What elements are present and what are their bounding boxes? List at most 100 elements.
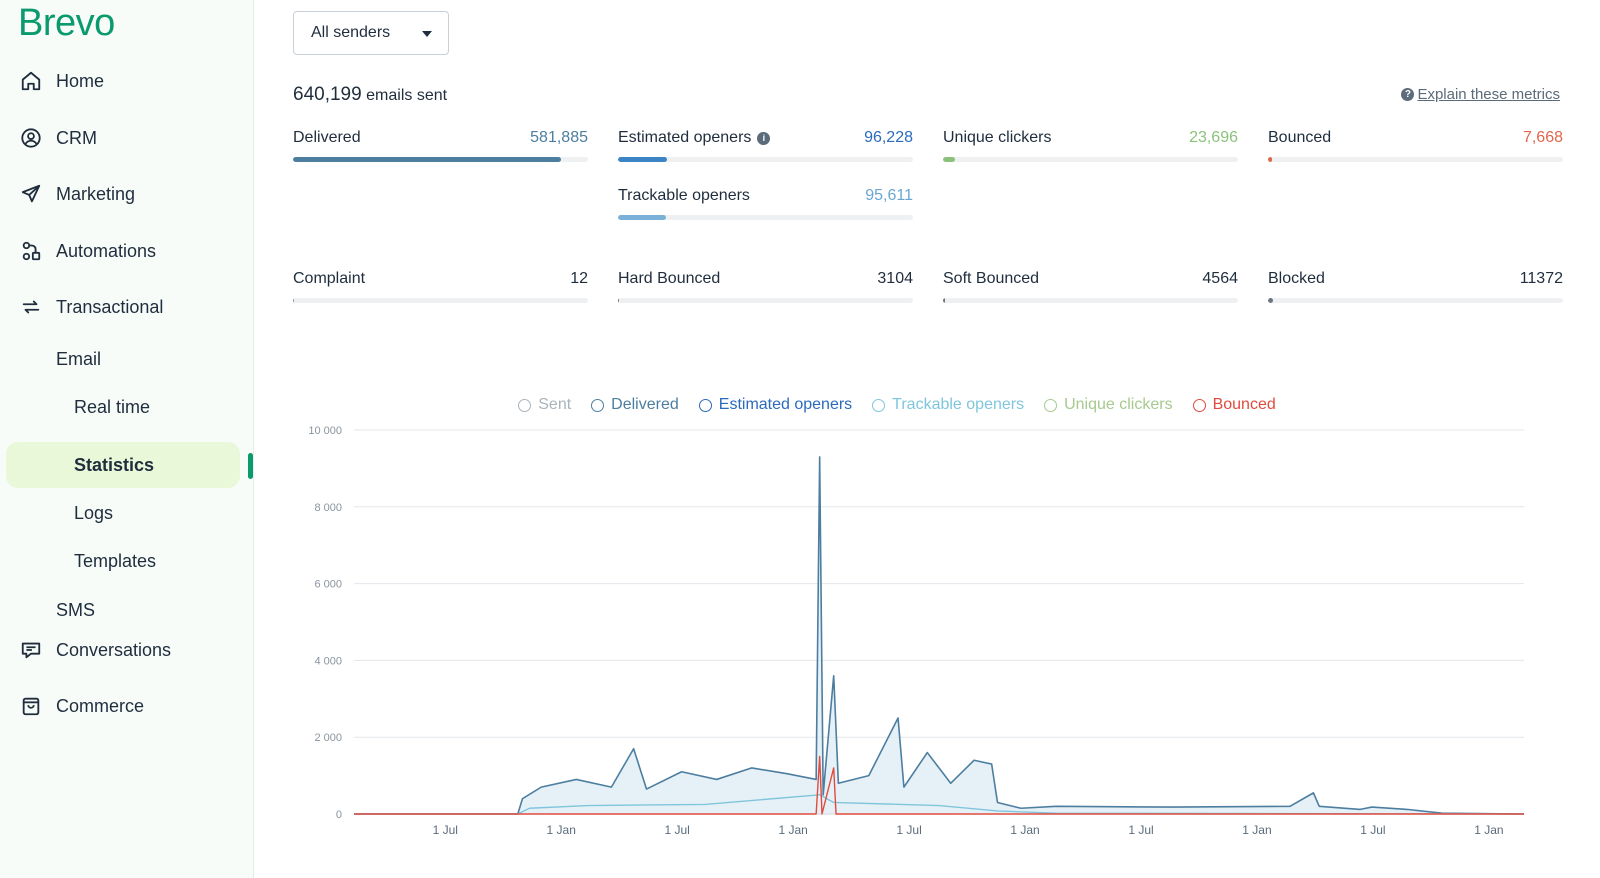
email-stats-chart[interactable]: 10 000 8 000 6 000 4 000 2 000 0 1 Jul 1 Jan 1 J… [254, 420, 1600, 878]
y-tick-label: 4 000 [314, 655, 342, 667]
series-area-delivered [354, 456, 1524, 814]
brevo-logo[interactable]: Brevo [18, 2, 115, 44]
explain-metrics-link[interactable]: ? Explain these metrics [1401, 86, 1560, 103]
active-item-highlight [6, 442, 240, 488]
chart-legend: Sent Delivered Estimated openers Trackab… [254, 396, 1600, 414]
paper-plane-icon [18, 181, 44, 207]
metric-value: 7,668 [1522, 129, 1563, 146]
sub-item-logs[interactable]: Logs [74, 502, 114, 523]
nav-item-home[interactable]: Home [18, 61, 238, 101]
caret-down-icon [422, 31, 432, 37]
nav-label: CRM [56, 127, 97, 148]
legend-label: Unique clickers [1064, 396, 1173, 413]
legend-item-estimated-openers[interactable]: Estimated openers [698, 396, 853, 414]
legend-dot-icon [518, 398, 532, 412]
legend-item-sent[interactable]: Sent [518, 396, 571, 414]
info-icon[interactable]: i [757, 131, 771, 145]
metric-hard-bounced: Hard Bounced 3104 [618, 268, 913, 303]
sub-item-sms[interactable]: SMS [56, 599, 96, 620]
metric-progress-track [293, 157, 588, 162]
nav-label: Conversations [56, 639, 172, 660]
metric-progress-fill [1268, 157, 1272, 162]
metric-progress-track [943, 157, 1238, 162]
metric-progress-fill [293, 157, 562, 162]
metric-complaint: Complaint 12 [293, 268, 588, 303]
emails-sent-count: 640,199 [293, 84, 362, 105]
legend-dot-icon [591, 398, 605, 412]
sidebar: Brevo Home CRM Marketing Automations Tra… [0, 0, 254, 878]
x-tick-label: 1 Jul [665, 823, 690, 837]
metric-delivered: Delivered 581,885 [293, 127, 588, 162]
legend-label: Estimated openers [718, 396, 853, 413]
legend-dot-icon [1044, 398, 1058, 412]
series-line-bounced [354, 755, 1524, 815]
metric-label: Unique clickers [943, 129, 1052, 146]
metric-label: Soft Bounced [943, 270, 1040, 287]
x-tick-label: 1 Jul [896, 823, 921, 837]
y-tick-label: 6 000 [314, 579, 342, 591]
emails-sent-label: emails sent [361, 87, 448, 104]
metric-progress-fill [618, 298, 620, 303]
metric-value: 581,885 [530, 129, 588, 146]
metric-label: Delivered [293, 129, 361, 146]
legend-item-delivered[interactable]: Delivered [591, 396, 679, 414]
nav-label: Automations [56, 240, 157, 261]
nav-item-transactional[interactable]: Transactional [18, 287, 238, 327]
nav-item-commerce[interactable]: Commerce [18, 686, 238, 726]
x-tick-label: 1 Jul [433, 823, 458, 837]
metric-label: Hard Bounced [618, 270, 721, 287]
x-tick-label: 1 Jan [1474, 823, 1503, 837]
help-icon: ? [1401, 88, 1415, 101]
legend-dot-icon [698, 398, 712, 412]
metric-value: 23,696 [1189, 129, 1238, 146]
nav-item-automations[interactable]: Automations [18, 231, 238, 271]
sub-item-email[interactable]: Email [56, 348, 102, 369]
legend-dot-icon [872, 398, 886, 412]
metric-value: 12 [570, 270, 588, 287]
metric-soft-bounced: Soft Bounced 4564 [943, 268, 1238, 303]
nav-item-crm[interactable]: CRM [18, 118, 238, 158]
x-tick-label: 1 Jan [547, 823, 576, 837]
x-tick-label: 1 Jul [1360, 823, 1385, 837]
nav-item-conversations[interactable]: Conversations [18, 630, 238, 670]
sender-select[interactable]: All senders [293, 11, 449, 55]
metric-label: Estimated openers [618, 129, 752, 146]
metric-progress-track [618, 157, 913, 162]
metric-bounced: Bounced 7,668 [1268, 127, 1563, 162]
x-tick-label: 1 Jul [1128, 823, 1153, 837]
metric-progress-track [1268, 157, 1563, 162]
x-tick-label: 1 Jan [1010, 823, 1039, 837]
legend-item-bounced[interactable]: Bounced [1192, 396, 1276, 414]
series-line-delivered [354, 456, 1525, 815]
series-line-trackable-openers [354, 794, 1525, 815]
nav-item-marketing[interactable]: Marketing [18, 174, 238, 214]
metric-estimated-openers: Estimated openers i 96,228 [618, 127, 913, 162]
metric-value: 3104 [877, 270, 913, 287]
legend-item-unique-clickers[interactable]: Unique clickers [1044, 396, 1173, 414]
metric-label: Blocked [1268, 270, 1325, 287]
sub-item-real-time[interactable]: Real time [74, 396, 151, 417]
legend-item-trackable-openers[interactable]: Trackable openers [872, 396, 1024, 414]
metric-progress-fill [618, 215, 667, 220]
y-tick-label: 0 [336, 809, 342, 821]
sub-item-statistics[interactable]: Statistics [74, 454, 155, 475]
metric-progress-fill [1268, 298, 1274, 303]
metric-blocked: Blocked 11372 [1268, 268, 1563, 303]
x-tick-label: 1 Jan [1242, 823, 1271, 837]
nav-label: Transactional [56, 296, 164, 317]
metric-progress-fill [943, 157, 956, 162]
metric-progress-fill [943, 298, 946, 303]
nav-label: Home [56, 70, 105, 91]
sender-select-value: All senders [311, 24, 391, 41]
sub-item-templates[interactable]: Templates [74, 550, 157, 571]
emails-sent-summary: 640,199 emails sent [293, 84, 447, 106]
metric-value: 96,228 [864, 129, 913, 146]
metric-value: 11372 [1519, 270, 1563, 287]
swap-arrows-icon [18, 294, 44, 320]
metric-trackable-openers: Trackable openers 95,611 [618, 185, 913, 220]
active-item-marker [248, 453, 253, 479]
nav-label: Commerce [56, 695, 145, 716]
legend-label: Bounced [1212, 396, 1276, 413]
legend-label: Sent [538, 396, 572, 413]
metric-progress-track [943, 298, 1238, 303]
